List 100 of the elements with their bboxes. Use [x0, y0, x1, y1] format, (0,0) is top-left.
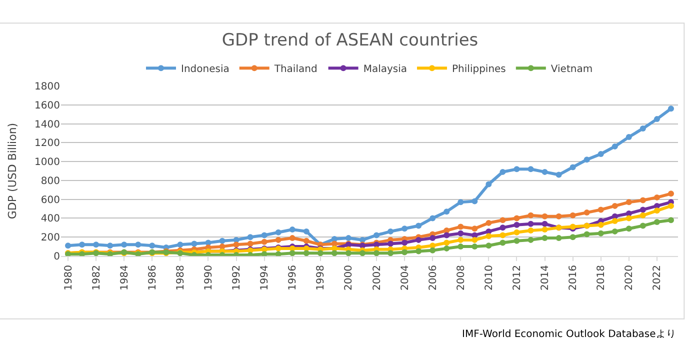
point	[626, 134, 632, 140]
point	[640, 206, 646, 213]
point	[542, 226, 548, 233]
point	[388, 240, 394, 247]
point	[345, 235, 352, 242]
point	[640, 197, 646, 204]
point	[528, 220, 534, 227]
point	[472, 226, 478, 232]
point	[486, 181, 492, 188]
point	[275, 236, 282, 243]
point	[556, 172, 562, 178]
point	[626, 215, 632, 222]
x-tick-label: 2008	[456, 265, 467, 290]
y-tick-label: 600	[40, 194, 60, 206]
point	[135, 242, 142, 248]
point	[472, 236, 478, 243]
x-tick-label: 2020	[624, 265, 636, 290]
legend-label: Vietnam	[550, 64, 593, 75]
point	[514, 229, 520, 236]
point	[107, 242, 114, 249]
point	[303, 238, 310, 244]
x-tick-label: 2012	[512, 265, 523, 290]
point	[514, 166, 520, 172]
point	[668, 106, 674, 112]
x-tick-label: 2006	[428, 265, 439, 290]
y-axis-title: GDP (USD Billion)	[6, 122, 20, 220]
point	[654, 208, 660, 214]
x-tick-label: 1982	[91, 265, 102, 290]
point	[247, 240, 254, 247]
x-tick-label: 1998	[316, 265, 327, 290]
point	[514, 222, 520, 228]
point	[303, 228, 310, 234]
point	[388, 228, 394, 234]
point	[528, 228, 534, 234]
point	[79, 242, 86, 248]
point	[570, 212, 576, 218]
point	[359, 250, 366, 256]
x-tick-label: 1980	[63, 265, 74, 290]
point	[359, 236, 366, 243]
point	[261, 232, 268, 238]
point	[472, 198, 478, 204]
point	[500, 217, 506, 224]
legend-label: Malaysia	[363, 64, 408, 75]
point	[388, 250, 394, 256]
point	[542, 213, 548, 220]
point	[542, 220, 548, 227]
point	[542, 168, 548, 175]
point	[640, 212, 646, 218]
point	[402, 249, 408, 256]
point	[331, 250, 338, 256]
x-tick-label: 1992	[232, 265, 243, 290]
point	[598, 206, 604, 213]
point	[626, 226, 632, 232]
x-tick-label: 1988	[175, 265, 186, 290]
point	[528, 166, 534, 172]
point	[612, 228, 618, 234]
point	[402, 226, 408, 232]
legend-label: Indonesia	[181, 64, 230, 75]
point	[121, 242, 128, 248]
point	[598, 222, 604, 228]
point	[458, 236, 464, 243]
point	[65, 242, 72, 249]
point	[570, 234, 576, 240]
y-tick-label: 1800	[34, 82, 60, 92]
x-tick-label: 2016	[568, 265, 580, 290]
point	[416, 222, 422, 229]
point	[626, 199, 632, 206]
x-tick-label: 1990	[203, 265, 214, 290]
legend-label: Philippines	[452, 64, 506, 75]
point	[486, 242, 492, 249]
point	[654, 194, 660, 200]
point	[584, 231, 590, 238]
point	[444, 208, 450, 215]
point	[430, 215, 436, 222]
point	[556, 213, 562, 220]
point	[500, 168, 506, 175]
point	[570, 164, 576, 170]
point	[233, 242, 240, 248]
y-tick-label: 1000	[34, 157, 60, 168]
point	[430, 247, 436, 254]
x-tick-label: 2002	[372, 265, 383, 290]
point	[416, 248, 422, 254]
y-tick-label: 1600	[34, 100, 60, 112]
point	[654, 219, 660, 225]
point	[149, 242, 156, 249]
point	[668, 202, 674, 209]
y-tick-label: 400	[40, 214, 60, 225]
point	[626, 210, 632, 216]
point	[458, 224, 464, 230]
chart-title: GDP trend of ASEAN countries	[222, 30, 478, 51]
point	[275, 251, 282, 256]
point	[93, 242, 100, 248]
point	[444, 245, 450, 252]
point	[668, 217, 674, 224]
point	[289, 235, 296, 242]
x-tick-label: 2022	[652, 265, 664, 290]
point	[528, 236, 534, 243]
point	[584, 210, 590, 216]
point	[444, 232, 450, 238]
point	[430, 235, 436, 242]
